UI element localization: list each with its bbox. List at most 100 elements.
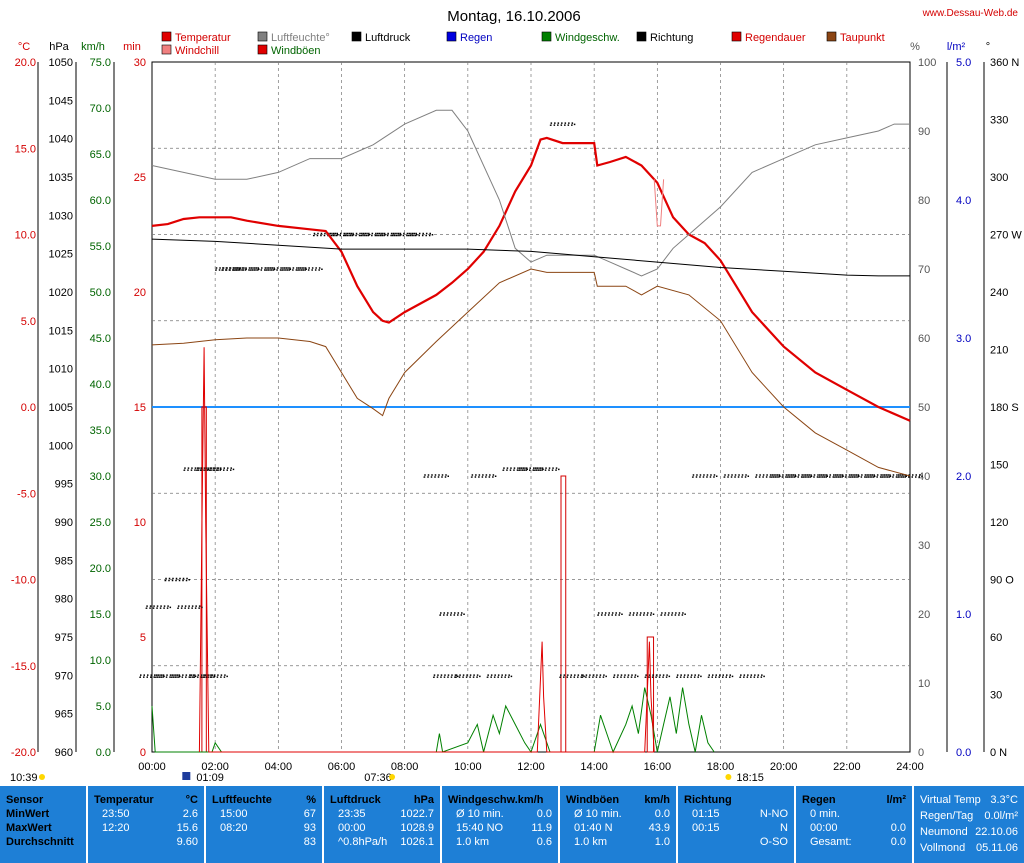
direction-point	[597, 612, 623, 616]
stats-block-luftfeuchte: Luftfeuchte% 15:00 67 08:20 93 83	[206, 786, 322, 863]
stats-row: 23:50 2.6	[102, 808, 198, 820]
pressure-axis-tick-label: 1035	[49, 172, 73, 184]
legend-label: Windgeschw.	[555, 32, 620, 44]
stats-row: 15:00 67	[220, 808, 316, 820]
rain-axis-label: l/m²	[947, 41, 966, 53]
rainduration-axis-tick-label: 25	[134, 172, 146, 184]
direction-point	[676, 674, 702, 678]
x-tick-label: 08:00	[391, 761, 419, 773]
direction-point	[249, 267, 276, 271]
direction-point	[865, 474, 892, 478]
stats-row-label: Durchschnitt	[6, 836, 74, 848]
stats-row: 15:40 NO 11.9	[456, 822, 552, 834]
pressure-axis-label: hPa	[49, 41, 69, 53]
temp-axis-tick-label: 20.0	[15, 57, 36, 69]
moon-icon	[39, 774, 45, 780]
x-tick-label: 04:00	[265, 761, 293, 773]
weather-chart: Montag, 16.10.2006 www.Dessau-Web.de 00:00…	[10, 8, 1022, 784]
wind-axis-label: km/h	[81, 41, 105, 53]
rainduration-axis-tick-label: 10	[134, 517, 146, 529]
series-windben	[198, 347, 655, 753]
stats-separator	[440, 786, 442, 863]
direction-point	[802, 474, 828, 478]
stats-row: Ø 10 min. 0.0	[456, 808, 552, 820]
legend-swatch	[161, 31, 172, 42]
sun-icon	[725, 774, 732, 780]
humidity-axis-tick-label: 50	[918, 402, 930, 414]
humidity-axis-tick-label: 10	[918, 678, 930, 690]
humidity-axis-tick-label: 100	[918, 57, 936, 69]
direction-point	[208, 467, 235, 471]
legend-label: Windchill	[175, 45, 219, 57]
humidity-axis-label: %	[910, 41, 920, 53]
direction-axis-tick-label: 30	[990, 690, 1002, 702]
stats-block-richtung: Richtung 01:15 N-NO 00:15 N O-SO	[678, 786, 794, 863]
stats-block-windgeschw: Windgeschw.km/h Ø 10 min. 0.0 15:40 NO 11.9 1…	[442, 786, 558, 863]
series-windchill	[653, 179, 665, 227]
stats-block-luftdruck: Luftdruck hPa 23:35 1022.7 00:00 1028.9 ^0.8hP…	[324, 786, 440, 863]
stats-header: Temperatur °C	[94, 794, 198, 806]
stats-separator	[322, 786, 324, 863]
pressure-axis-tick-label: 975	[55, 632, 73, 644]
wind-axis-tick-label: 20.0	[90, 563, 111, 575]
stats-header: Sensor	[6, 794, 44, 806]
stats-header: Windgeschw.km/h	[448, 794, 544, 806]
direction-axis-tick-label: 210	[990, 345, 1008, 357]
direction-point	[221, 267, 247, 271]
rainduration-axis-label: min	[123, 41, 141, 53]
rain-axis-tick-label: 1.0	[956, 609, 971, 621]
direction-point	[376, 232, 402, 237]
direction-axis-tick-label: 360 N	[990, 57, 1019, 69]
stats-row: 83	[303, 836, 316, 848]
site-link: www.Dessau-Web.de	[922, 8, 1019, 19]
rainduration-axis-tick-label: 5	[140, 632, 146, 644]
pressure-axis-tick-label: 985	[55, 555, 73, 567]
stats-row-label: MinWert	[6, 808, 50, 820]
stats-row: 0 min.	[810, 808, 840, 820]
stats-row: Gesamt: 0.0	[810, 836, 906, 848]
stats-header: Windböen km/h	[566, 794, 670, 806]
direction-point	[164, 577, 191, 582]
sunrise-time: 07:36	[364, 772, 392, 784]
legend-swatch	[446, 31, 457, 42]
moonrise-time: 01:09	[196, 772, 224, 784]
direction-point	[755, 474, 781, 478]
temp-axis-tick-label: 5.0	[21, 316, 36, 328]
pressure-axis-tick-label: 1030	[49, 210, 73, 222]
stats-row: 9.60	[176, 836, 198, 848]
wind-axis-tick-label: 45.0	[90, 333, 111, 345]
stats-separator	[204, 786, 206, 863]
legend-label: Luftfeuchte°	[271, 32, 330, 44]
x-tick-label: 10:00	[454, 761, 482, 773]
direction-point	[707, 674, 734, 678]
humidity-axis-tick-label: 60	[918, 333, 930, 345]
series-taupunkt	[151, 268, 911, 477]
direction-point	[328, 232, 355, 237]
stats-row: O-SO	[759, 836, 788, 848]
temp-axis-tick-label: 10.0	[15, 230, 36, 242]
chart-title: Montag, 16.10.2006	[447, 8, 580, 25]
stats-panel: Sensor MinWert MaxWert Durchschnitt Temperat…	[0, 786, 1024, 863]
direction-axis-tick-label: 120	[990, 517, 1008, 529]
direction-point	[455, 674, 481, 678]
pressure-axis-tick-label: 1020	[49, 287, 73, 299]
wind-axis-tick-label: 15.0	[90, 609, 111, 621]
temp-axis-tick-label: 0.0	[21, 402, 36, 414]
direction-axis-label: °	[986, 41, 990, 53]
stats-row: ^0.8hPa/h 1026.1	[338, 836, 434, 848]
stats-row: Regen/Tag 0.0l/m²	[920, 810, 1018, 822]
direction-axis-tick-label: 330	[990, 115, 1008, 127]
rainduration-axis-tick-label: 20	[134, 287, 146, 299]
stats-header: Richtung	[684, 794, 732, 806]
x-tick-label: 14:00	[580, 761, 608, 773]
direction-point	[234, 267, 260, 271]
rain-axis-tick-label: 2.0	[956, 471, 971, 483]
stats-row: Ø 10 min. 0.0	[574, 808, 670, 820]
wind-axis-tick-label: 0.0	[96, 747, 111, 759]
stats-row: Vollmond 05.11.06	[920, 842, 1018, 854]
legend-swatch	[731, 31, 742, 42]
humidity-axis-tick-label: 40	[918, 471, 930, 483]
direction-point	[628, 612, 655, 616]
x-tick-label: 12:00	[517, 761, 545, 773]
legend-swatch	[351, 31, 362, 42]
